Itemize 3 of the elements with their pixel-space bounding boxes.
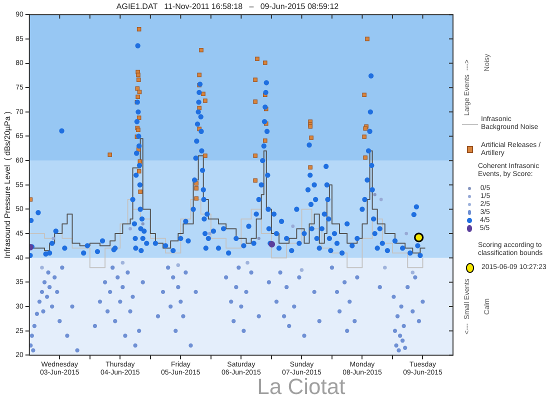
text: La Ciotat [257,374,346,400]
chart-title: AGIE1.DAT 11-Nov-2011 16:58:18 – 09-Jun-2015 08:59:12 [116,2,340,12]
y-axis-title: Infrasound Pressure Level ( dBs/20µPa ) [3,111,12,258]
